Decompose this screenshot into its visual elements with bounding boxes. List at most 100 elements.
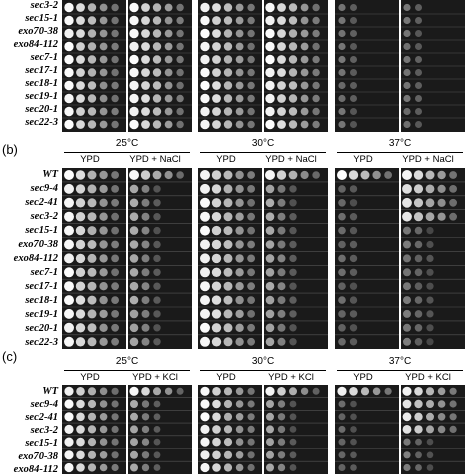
colony-spot bbox=[153, 324, 161, 332]
colony-spot bbox=[235, 400, 244, 408]
colony-spot bbox=[414, 240, 423, 249]
colony-spot bbox=[277, 184, 286, 193]
colony-spot bbox=[415, 82, 422, 89]
colony-spot bbox=[129, 254, 139, 263]
colony-spot bbox=[289, 254, 297, 263]
colony-spot bbox=[247, 463, 255, 472]
colony-spot bbox=[99, 170, 108, 180]
colony-spot bbox=[312, 16, 320, 25]
colony-spot bbox=[403, 309, 411, 318]
colony-spot bbox=[235, 55, 244, 64]
colony-spot bbox=[141, 29, 150, 38]
colony-spot bbox=[414, 425, 423, 434]
colony-spot bbox=[403, 68, 411, 77]
colony-spot bbox=[87, 55, 97, 64]
colony-spot bbox=[153, 413, 161, 421]
colony-spot bbox=[111, 29, 119, 38]
colony-spot bbox=[235, 94, 244, 103]
colony-spot bbox=[413, 198, 424, 208]
colony-spot bbox=[176, 171, 184, 179]
colony-spot bbox=[288, 16, 298, 25]
colony-spot bbox=[129, 28, 139, 39]
colony-spot bbox=[153, 310, 161, 318]
colony-spot bbox=[247, 240, 255, 249]
colony-spot bbox=[276, 170, 287, 180]
colony-spot bbox=[212, 94, 221, 103]
colony-spot bbox=[265, 80, 275, 91]
colony-spot bbox=[403, 323, 411, 332]
colony-spot bbox=[349, 199, 358, 207]
colony-spot bbox=[247, 226, 255, 235]
colony-spot bbox=[211, 170, 222, 180]
colony-spot bbox=[153, 240, 161, 249]
colony-spot bbox=[153, 451, 161, 459]
colony-spot bbox=[338, 282, 346, 290]
spot-grid bbox=[62, 385, 192, 474]
colony-spot bbox=[87, 425, 97, 434]
colony-spot bbox=[64, 462, 74, 473]
colony-spot bbox=[235, 451, 244, 459]
colony-spot bbox=[247, 42, 255, 51]
colony-spot bbox=[111, 323, 119, 332]
colony-spot bbox=[265, 198, 275, 208]
media-label: YPD + KCl bbox=[405, 372, 451, 383]
colony-spot bbox=[141, 282, 150, 291]
colony-spot bbox=[247, 81, 255, 90]
colony-spot bbox=[87, 184, 97, 194]
colony-spot bbox=[426, 400, 434, 408]
colony-spot bbox=[235, 438, 244, 446]
colony-spot bbox=[235, 184, 244, 194]
media-label: YPD bbox=[353, 154, 373, 165]
colony-spot bbox=[176, 3, 184, 12]
colony-spot bbox=[277, 387, 286, 396]
colony-spot bbox=[312, 68, 320, 77]
colony-spot bbox=[153, 254, 161, 263]
colony-spot bbox=[300, 120, 309, 129]
colony-spot bbox=[402, 425, 412, 434]
colony-spot bbox=[111, 400, 119, 408]
colony-spot bbox=[247, 268, 255, 277]
colony-spot bbox=[247, 120, 255, 129]
colony-spot bbox=[426, 464, 434, 471]
colony-spot bbox=[153, 338, 161, 346]
colony-spot bbox=[64, 119, 74, 130]
temperature-label: 25°C bbox=[115, 138, 139, 149]
colony-spot bbox=[99, 438, 108, 446]
colony-spot bbox=[129, 67, 139, 78]
colony-spot bbox=[64, 450, 74, 460]
strain-label: sec19-1 bbox=[25, 309, 58, 320]
colony-spot bbox=[235, 309, 244, 319]
colony-spot bbox=[153, 185, 161, 193]
colony-spot bbox=[288, 68, 298, 77]
colony-spot bbox=[338, 400, 346, 408]
colony-spot bbox=[200, 322, 210, 333]
colony-spot bbox=[223, 212, 233, 222]
strain-label: sec20-1 bbox=[25, 323, 58, 334]
colony-spot bbox=[337, 170, 347, 180]
colony-spot bbox=[164, 55, 173, 64]
colony-spot bbox=[349, 254, 358, 263]
colony-spot bbox=[212, 425, 221, 434]
colony-spot bbox=[414, 310, 423, 318]
colony-spot bbox=[235, 81, 244, 90]
colony-spot bbox=[235, 42, 244, 51]
colony-spot bbox=[129, 268, 139, 277]
temperature-label: 37°C bbox=[388, 356, 412, 367]
colony-spot bbox=[223, 42, 233, 51]
colony-spot bbox=[338, 120, 346, 129]
colony-spot bbox=[141, 81, 150, 90]
colony-spot bbox=[111, 268, 119, 277]
colony-spot bbox=[129, 226, 139, 235]
colony-spot bbox=[403, 282, 411, 291]
colony-spot bbox=[99, 184, 108, 194]
colony-spot bbox=[111, 68, 119, 77]
colony-spot bbox=[247, 16, 255, 25]
colony-spot bbox=[141, 413, 150, 421]
temperature-label: 30°C bbox=[251, 356, 275, 367]
colony-spot bbox=[350, 413, 357, 421]
colony-spot bbox=[403, 268, 411, 277]
colony-spot bbox=[235, 254, 244, 263]
colony-spot bbox=[300, 16, 309, 25]
colony-spot bbox=[350, 56, 357, 63]
colony-spot bbox=[265, 212, 275, 221]
